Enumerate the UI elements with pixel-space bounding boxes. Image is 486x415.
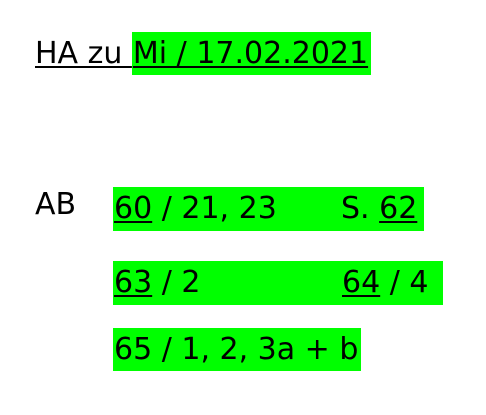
exercise-numbers: / 21, 23: [152, 191, 277, 226]
assignment-highlight-2: 63 / 2: [113, 261, 443, 305]
assignment-text: 65 / 1, 2, 3a + b: [113, 328, 362, 371]
title-prefix: HA zu: [35, 36, 132, 71]
exercise-numbers: / 4: [380, 265, 429, 300]
workbook-label: AB: [35, 187, 77, 222]
assignment-highlight-1: 60 / 21, 23: [113, 187, 424, 231]
page-number: 64: [342, 265, 381, 300]
page-number: 62: [379, 191, 418, 226]
exercise-numbers: / 2: [152, 265, 201, 300]
title-date: Mi / 17.02.2021: [131, 32, 372, 75]
assignment-row-3: 65 / 1, 2, 3a + b: [113, 328, 362, 371]
page-abbrev: S.: [341, 191, 380, 226]
page-number: 63: [114, 265, 153, 300]
page-number: 60: [114, 191, 153, 226]
homework-title: HA zu Mi / 17.02.2021: [35, 32, 372, 75]
page-reference: S. 62: [341, 191, 417, 227]
second-assignment: 64 / 4: [342, 265, 428, 301]
